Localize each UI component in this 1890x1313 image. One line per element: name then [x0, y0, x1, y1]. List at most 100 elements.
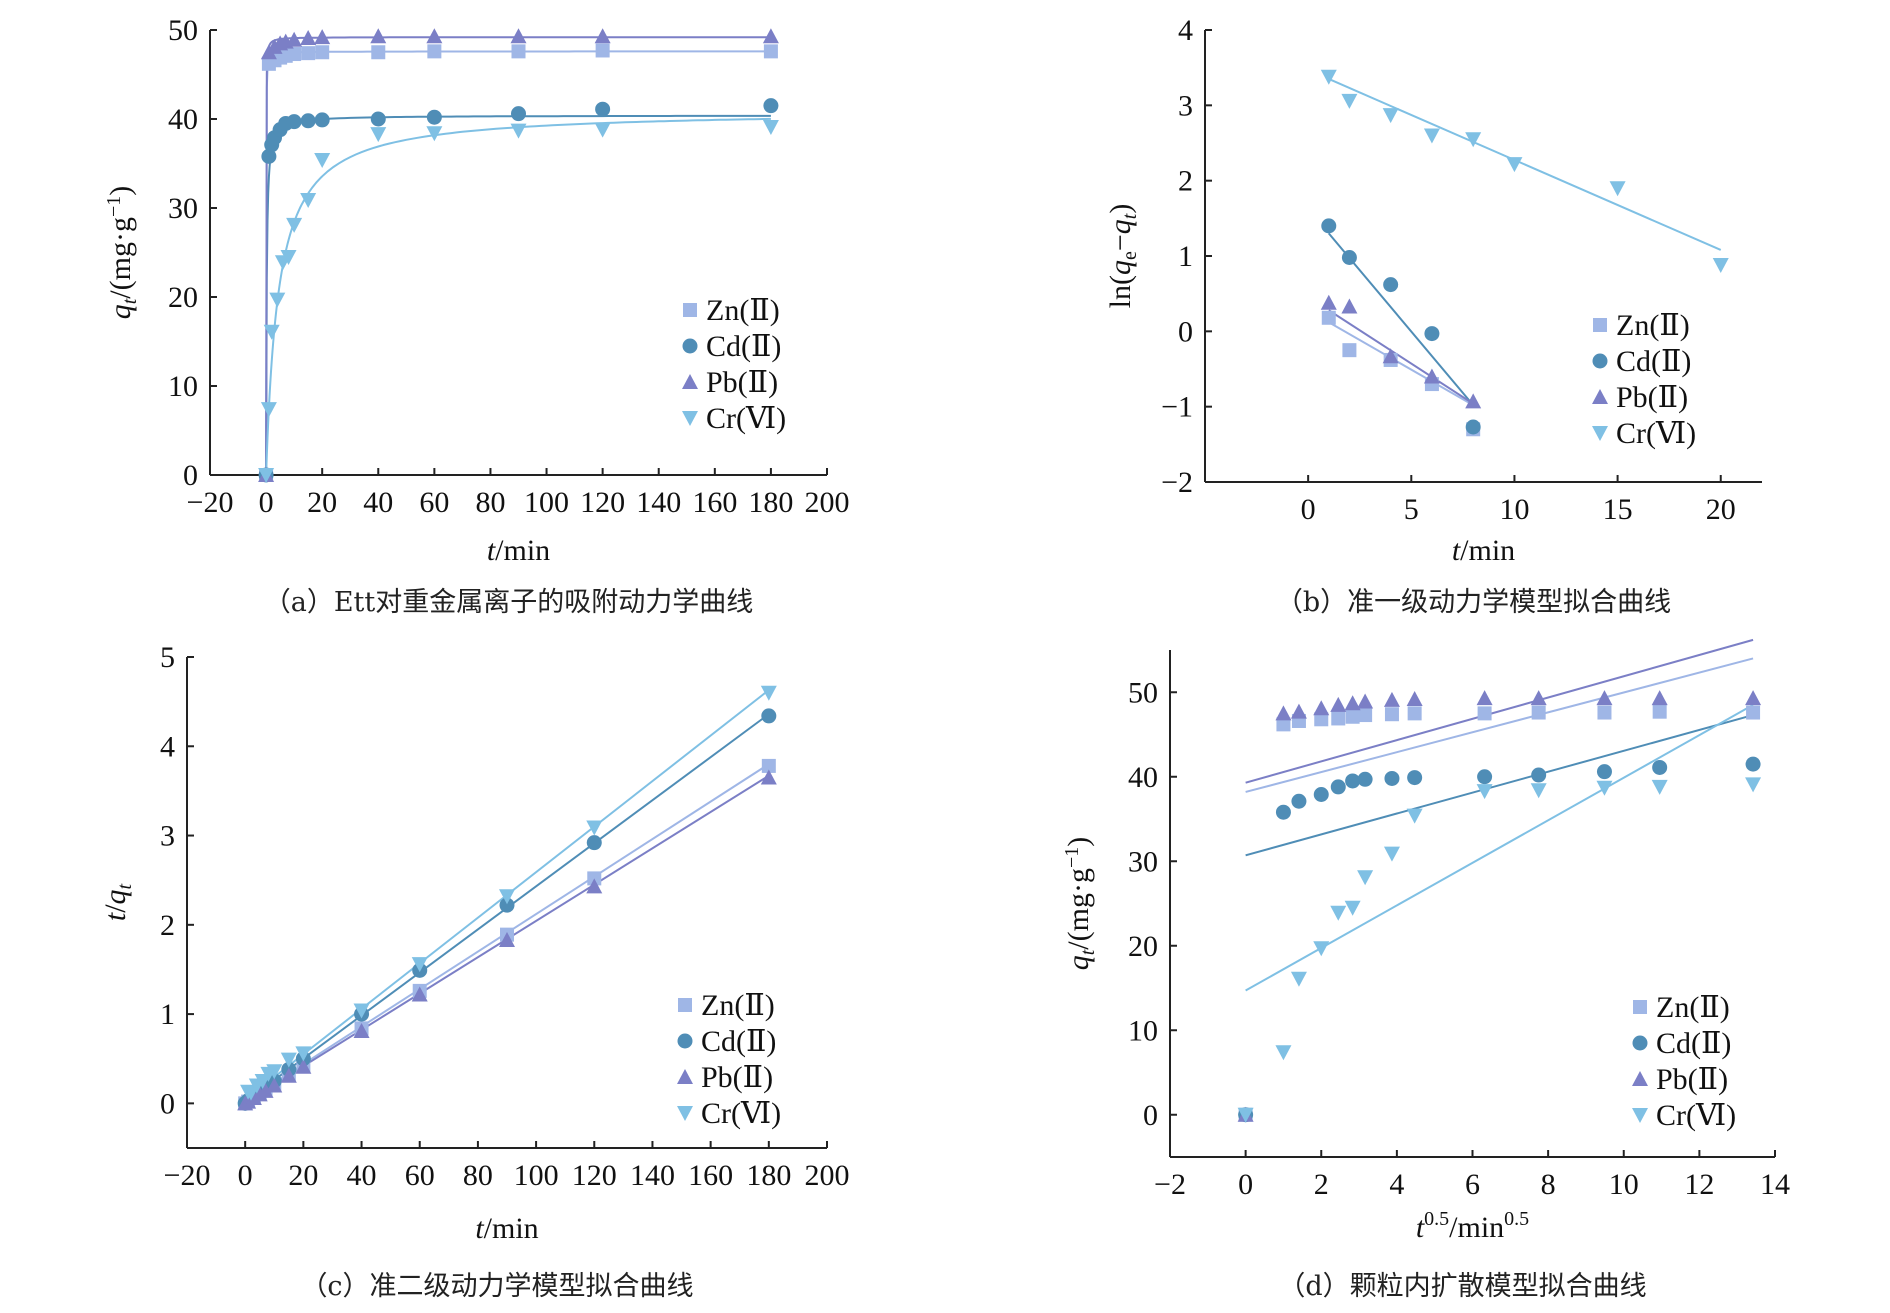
data-point-cd: [261, 148, 277, 164]
data-point-pb: [1357, 693, 1374, 709]
panel-caption: （c）准二级动力学模型拟合曲线: [300, 1271, 693, 1302]
data-point-cr: [1237, 1107, 1254, 1123]
data-point-cr: [426, 126, 443, 142]
data-point-pb: [411, 986, 428, 1002]
data-point-pb: [1382, 348, 1399, 364]
legend-marker-cr: [1592, 426, 1608, 441]
data-point-cr: [280, 249, 297, 265]
legend-label: Cd(Ⅱ): [1656, 1027, 1731, 1060]
y-tick-label: 50: [1128, 676, 1158, 709]
data-point-pb: [594, 28, 611, 44]
legend-marker-cr: [677, 1106, 693, 1121]
panel-caption: （b）准一级动力学模型拟合曲线: [1276, 587, 1671, 618]
data-point-zn: [1597, 705, 1612, 720]
y-tick-label: −2: [1161, 466, 1193, 499]
data-point-cr: [1383, 846, 1400, 862]
x-tick-label: −2: [1154, 1168, 1186, 1201]
data-point-zn: [1384, 707, 1399, 722]
data-point-cd: [1313, 786, 1329, 802]
x-tick-label: −20: [187, 486, 234, 519]
legend-label: Pb(Ⅱ): [1656, 1063, 1728, 1096]
data-point-zn: [1345, 709, 1360, 724]
data-point-cd: [1384, 770, 1400, 786]
data-point-pb: [370, 28, 387, 44]
fit-line-zn: [1328, 321, 1474, 407]
data-point-cr: [370, 127, 387, 143]
x-axis-title: t/min: [475, 1212, 538, 1245]
legend-marker-pb: [677, 1069, 693, 1084]
y-tick-label: 4: [160, 730, 175, 763]
x-tick-label: 5: [1404, 493, 1419, 526]
x-tick-label: 140: [630, 1159, 675, 1192]
data-point-cr: [260, 402, 277, 418]
data-point-cd: [1424, 326, 1440, 342]
chart-panel-a: −20 0 20 40 60 80 100 120 140 160 180 2000102030405…: [103, 14, 850, 618]
data-point-pb: [257, 1082, 274, 1098]
y-tick-label: 40: [168, 103, 198, 136]
data-point-cd: [595, 101, 611, 117]
data-point-pb: [1745, 690, 1762, 706]
data-point-cd: [1477, 769, 1493, 785]
data-point-cr: [1357, 870, 1374, 886]
y-tick-label: 20: [168, 281, 198, 314]
data-point-cr: [1609, 181, 1626, 197]
data-point-pb: [1596, 690, 1613, 706]
x-tick-label: 180: [746, 1159, 791, 1192]
fit-line-cr: [265, 117, 771, 476]
y-axis-title: t/qt: [99, 883, 136, 921]
x-tick-label: 20: [288, 1159, 318, 1192]
data-point-zn: [1477, 706, 1492, 721]
legend-marker-cd: [682, 338, 698, 354]
data-point-pb: [1344, 695, 1361, 711]
x-axis-title: t/min: [487, 534, 550, 567]
data-point-cd: [1407, 770, 1423, 786]
data-point-cd: [300, 113, 316, 129]
data-point-cd: [1531, 767, 1547, 783]
data-point-zn: [1321, 310, 1336, 325]
legend-label: Cr(Ⅵ): [1656, 1099, 1736, 1132]
legend-marker-zn: [1593, 318, 1607, 332]
y-tick-label: 10: [1128, 1014, 1158, 1047]
legend-marker-pb: [1592, 389, 1608, 404]
legend-marker-zn: [678, 998, 692, 1012]
x-tick-label: 0: [1238, 1168, 1253, 1201]
data-point-cr: [762, 120, 779, 136]
fit-line-cd: [1245, 714, 1754, 857]
legend-label: Zn(Ⅱ): [1656, 991, 1730, 1024]
x-tick-label: 2: [1314, 1168, 1329, 1201]
x-tick-label: 140: [636, 486, 681, 519]
data-point-pb: [300, 30, 317, 46]
fit-line-cd: [265, 114, 771, 476]
legend-marker-pb: [682, 374, 698, 389]
data-point-zn: [1652, 704, 1667, 719]
data-point-pb: [280, 1067, 297, 1083]
x-tick-label: 180: [748, 486, 793, 519]
data-point-cr: [1423, 128, 1440, 144]
legend-marker-pb: [1632, 1071, 1648, 1086]
data-point-cd: [1357, 771, 1373, 787]
legend-marker-cd: [677, 1033, 693, 1049]
legend-marker-cr: [1632, 1108, 1648, 1123]
x-axis-title: t0.5/min0.5: [1416, 1208, 1529, 1244]
data-point-cr: [1330, 905, 1347, 921]
fit-line-cr: [1245, 704, 1754, 992]
legend-label: Cr(Ⅵ): [706, 402, 786, 435]
data-point-zn: [427, 44, 442, 59]
y-axis-title: ln(qe−qt): [1104, 204, 1141, 309]
data-point-cd: [1596, 764, 1612, 780]
data-point-cr: [1382, 108, 1399, 124]
y-axis-title: qt/(mg·g−1): [1061, 837, 1099, 971]
data-point-cr: [286, 217, 303, 233]
x-tick-label: 20: [307, 486, 337, 519]
data-point-pb: [762, 28, 779, 44]
data-point-pb: [510, 28, 527, 44]
x-tick-label: 15: [1603, 493, 1633, 526]
data-point-cd: [586, 835, 602, 851]
data-point-pb: [314, 29, 331, 45]
data-point-pb: [266, 1077, 283, 1093]
x-tick-label: 4: [1389, 1168, 1404, 1201]
data-point-pb: [1465, 393, 1482, 409]
data-point-pb: [1406, 691, 1423, 707]
data-point-cr: [1406, 808, 1423, 824]
